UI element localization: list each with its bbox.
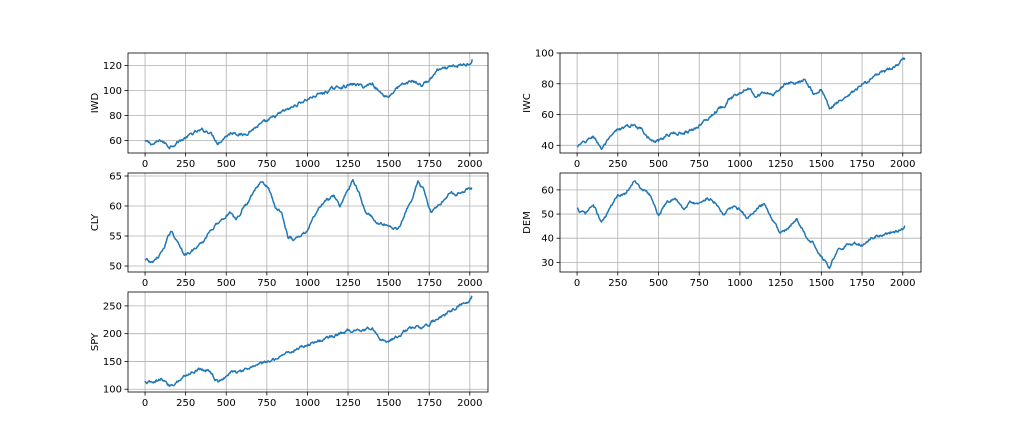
x-tick-label: 2000 <box>890 278 915 289</box>
axes-frame <box>127 172 489 273</box>
subplot-iwc: 0 250 500 750 1000 1250 1500 1750 2000 40 60 80 100 I… <box>522 49 922 170</box>
x-tick-label: 500 <box>649 278 668 289</box>
x-tick-label: 2000 <box>457 398 482 409</box>
subplot-cly: 0 250 500 750 1000 1250 1500 1750 2000 50 55 60 65 CL… <box>90 172 489 289</box>
x-tick-label: 2000 <box>457 278 482 289</box>
series-line-iwd <box>144 59 473 150</box>
x-tick-label: 1500 <box>809 278 834 289</box>
x-tick-label: 1500 <box>376 159 401 170</box>
y-axis-label-iwd: IWD <box>90 92 101 113</box>
subplot-dem: 0 250 500 750 1000 1250 1500 1750 2000 30 40 50 60 DE… <box>522 172 922 289</box>
y-tick-label: 55 <box>109 232 122 243</box>
y-axis-label-cly: CLY <box>90 213 101 231</box>
x-tick-label: 0 <box>574 278 580 289</box>
x-tick-label: 1750 <box>416 278 441 289</box>
x-tick-label: 1250 <box>335 159 360 170</box>
x-tick-label: 500 <box>217 159 236 170</box>
y-tick-label: 50 <box>541 210 554 221</box>
x-tick-label: 1000 <box>295 398 320 409</box>
y-tick-label: 100 <box>103 86 122 97</box>
x-tick-label: 1000 <box>727 278 752 289</box>
series-line-cly <box>144 178 473 264</box>
axes-frame <box>559 52 922 154</box>
series-line-iwc <box>576 57 906 151</box>
y-axis-label-spy: SPY <box>90 332 101 351</box>
x-tick-label: 1250 <box>768 159 793 170</box>
x-tick-label: 1250 <box>335 278 360 289</box>
x-tick-label: 1750 <box>849 278 874 289</box>
y-tick-label: 40 <box>541 141 554 152</box>
x-tick-label: 250 <box>608 159 627 170</box>
x-tick-label: 1500 <box>376 278 401 289</box>
y-tick-label: 60 <box>541 185 554 196</box>
y-tick-label: 120 <box>103 61 122 72</box>
x-tick-label: 1000 <box>295 278 320 289</box>
x-tick-label: 750 <box>257 159 276 170</box>
x-tick-label: 500 <box>217 398 236 409</box>
subplot-spy: 0 250 500 750 1000 1250 1500 1750 2000 100 150 200 2… <box>90 291 489 409</box>
x-tick-label: 2000 <box>457 159 482 170</box>
axes-frame <box>127 52 489 154</box>
x-tick-label: 750 <box>257 278 276 289</box>
x-tick-label: 250 <box>608 278 627 289</box>
x-tick-label: 1750 <box>416 159 441 170</box>
y-tick-label: 100 <box>535 49 554 60</box>
y-tick-label: 60 <box>541 110 554 121</box>
x-tick-label: 1000 <box>295 159 320 170</box>
x-tick-label: 250 <box>176 278 195 289</box>
x-tick-label: 0 <box>142 278 148 289</box>
x-tick-label: 0 <box>142 159 148 170</box>
y-tick-label: 150 <box>103 357 122 368</box>
y-tick-label: 250 <box>103 301 122 312</box>
y-tick-label: 60 <box>109 202 122 213</box>
subplot-iwd: 0 250 500 750 1000 1250 1500 1750 2000 60 80 100 120… <box>90 52 489 170</box>
x-tick-label: 1500 <box>809 159 834 170</box>
x-tick-label: 0 <box>142 398 148 409</box>
x-tick-label: 1250 <box>335 398 360 409</box>
y-tick-label: 40 <box>541 234 554 245</box>
y-tick-label: 200 <box>103 329 122 340</box>
x-tick-label: 750 <box>257 398 276 409</box>
x-tick-label: 1250 <box>768 278 793 289</box>
y-tick-label: 60 <box>109 136 122 147</box>
y-tick-label: 80 <box>109 111 122 122</box>
y-tick-label: 100 <box>103 385 122 396</box>
y-tick-label: 80 <box>541 79 554 90</box>
x-tick-label: 1750 <box>416 398 441 409</box>
x-tick-label: 0 <box>574 159 580 170</box>
y-axis-label-dem: DEM <box>522 211 533 234</box>
series-line-dem <box>576 180 906 270</box>
x-tick-label: 750 <box>690 278 709 289</box>
axes-frame <box>559 172 922 273</box>
y-axis-label-iwc: IWC <box>522 93 533 113</box>
y-tick-label: 50 <box>109 262 122 273</box>
x-tick-label: 1000 <box>727 159 752 170</box>
y-tick-label: 65 <box>109 172 122 183</box>
x-tick-label: 500 <box>649 159 668 170</box>
x-tick-label: 750 <box>690 159 709 170</box>
x-tick-label: 500 <box>217 278 236 289</box>
x-tick-label: 1750 <box>849 159 874 170</box>
x-tick-label: 250 <box>176 159 195 170</box>
x-tick-label: 2000 <box>890 159 915 170</box>
y-tick-label: 30 <box>541 258 554 269</box>
x-tick-label: 1500 <box>376 398 401 409</box>
axes-frame <box>127 291 489 393</box>
x-tick-label: 250 <box>176 398 195 409</box>
series-line-spy <box>144 295 473 388</box>
